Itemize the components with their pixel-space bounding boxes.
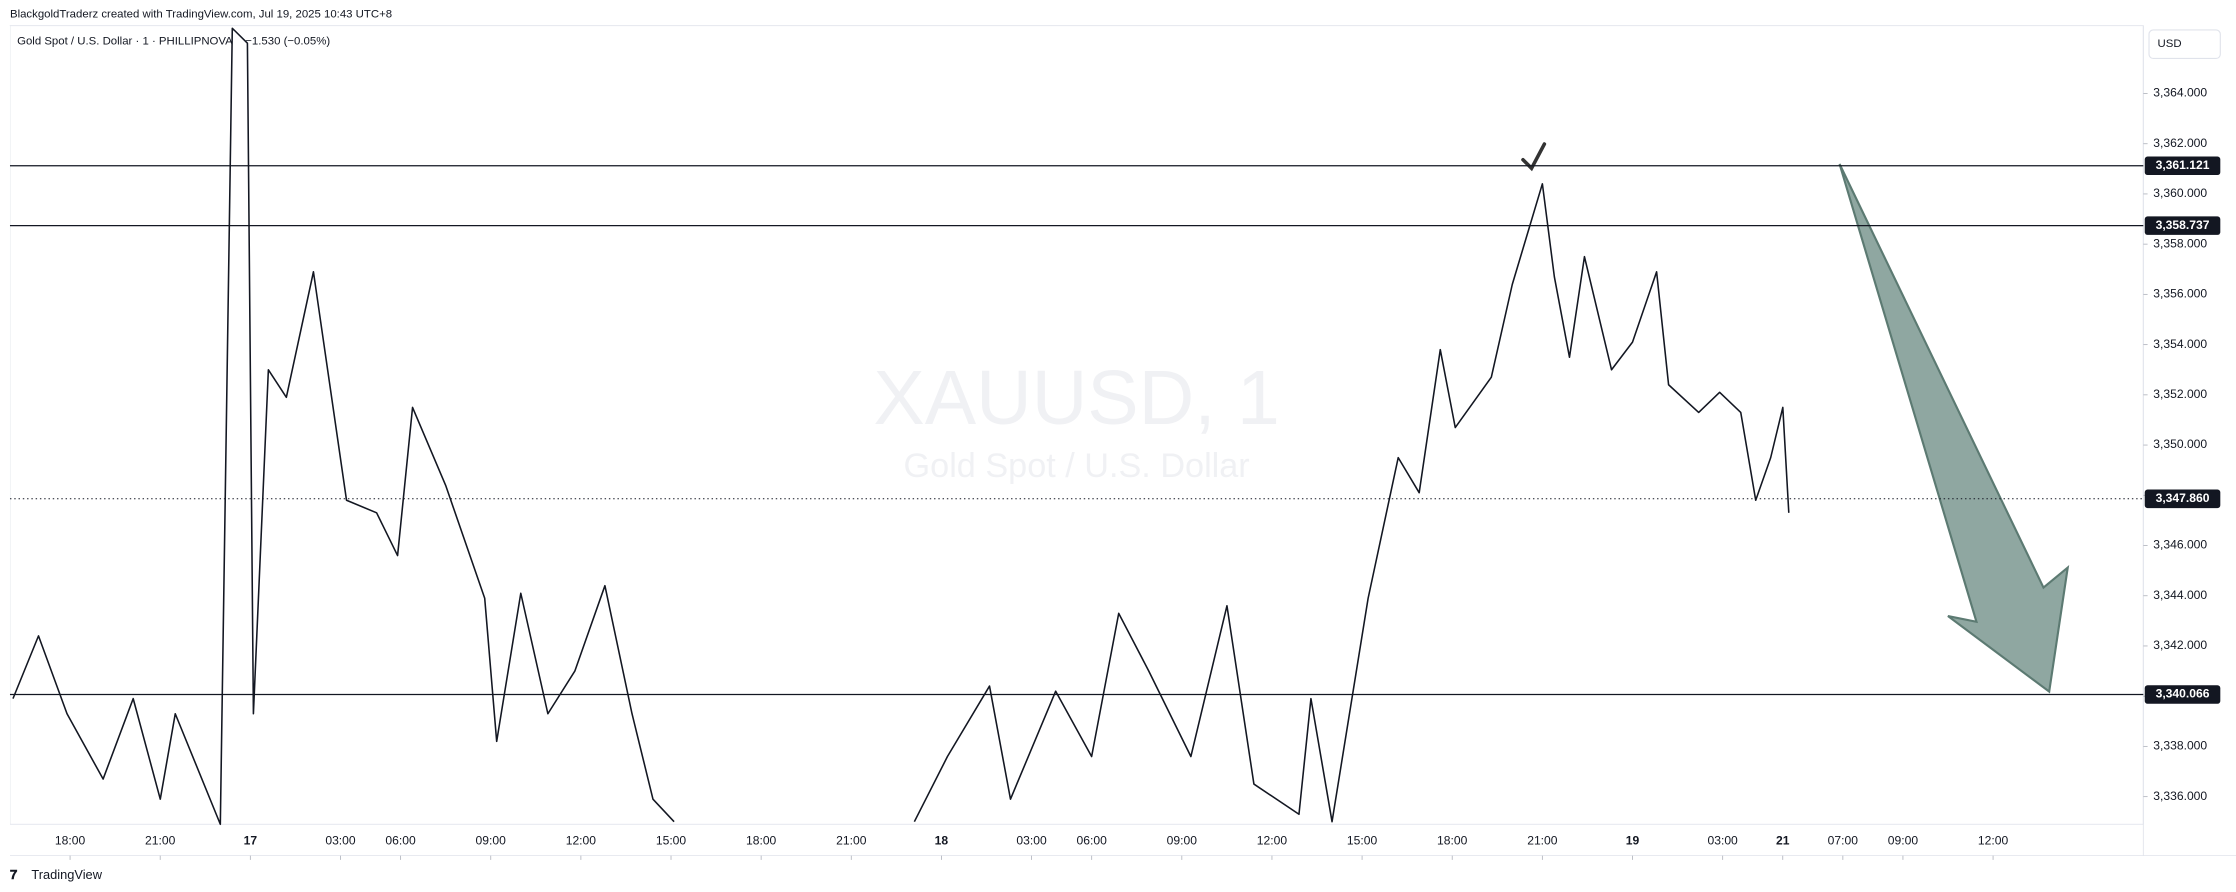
x-tick-label: 15:00 <box>656 834 687 848</box>
y-tick-label: 3,342.000 <box>2153 638 2207 652</box>
x-tick-label: 18 <box>935 834 949 848</box>
x-tick-label: 03:00 <box>1707 834 1738 848</box>
x-tick-label: 21 <box>1776 834 1790 848</box>
brand-logo: 𝟕 <box>10 867 18 882</box>
last-price-box <box>2144 489 2221 509</box>
symbol-title: Gold Spot / U.S. Dollar · 1 · PHILLIPNOV… <box>17 35 233 47</box>
y-tick-label: 3,356.000 <box>2153 287 2207 301</box>
x-tick-label: 18:00 <box>55 834 86 848</box>
credit: BlackgoldTraderz created with TradingVie… <box>10 8 392 20</box>
x-tick-label: 15:00 <box>1347 834 1378 848</box>
x-tick-label: 19 <box>1626 834 1640 848</box>
level-label-box <box>2144 156 2221 176</box>
y-tick-label: 3,360.000 <box>2153 186 2207 200</box>
y-tick-label: 3,358.000 <box>2153 236 2207 250</box>
level-label-box <box>2144 685 2221 704</box>
x-tick-label: 03:00 <box>325 834 356 848</box>
x-tick-label: 18:00 <box>1437 834 1468 848</box>
x-tick-label: 12:00 <box>1257 834 1288 848</box>
y-tick-label: 3,346.000 <box>2153 538 2207 552</box>
y-tick-label: 3,362.000 <box>2153 136 2207 150</box>
marks <box>12 27 1790 826</box>
level-label-box <box>2144 216 2221 235</box>
x-tick-label: 17 <box>244 834 258 848</box>
level-label: 3,358.737 <box>2156 218 2210 232</box>
price-change: −1.530 (−0.05%) <box>245 35 330 47</box>
x-tick-label: 21:00 <box>145 834 176 848</box>
y-tick-label: 3,344.000 <box>2153 588 2207 602</box>
y-tick-label: 3,350.000 <box>2153 437 2207 451</box>
x-tick-label: 09:00 <box>1888 834 1919 848</box>
down-arrow <box>1838 163 2070 694</box>
y-tick-label: 3,364.000 <box>2153 86 2207 100</box>
y-tick-label: 3,338.000 <box>2153 739 2207 753</box>
currency-box[interactable] <box>2148 29 2221 60</box>
level-label: 3,340.066 <box>2156 687 2210 701</box>
y-tick-label: 3,354.000 <box>2153 337 2207 351</box>
x-tick-label: 12:00 <box>566 834 597 848</box>
watermark-subtitle: Gold Spot / U.S. Dollar <box>904 447 1250 485</box>
check-mark <box>1521 142 1547 172</box>
watermark: XAUUSD, 1 <box>873 355 1280 441</box>
y-tick-label: 3,336.000 <box>2153 789 2207 803</box>
currency[interactable]: USD <box>2158 38 2182 50</box>
x-tick-label: 07:00 <box>1828 834 1859 848</box>
level-label: 3,361.121 <box>2156 158 2210 172</box>
x-tick-label: 06:00 <box>1077 834 1108 848</box>
x-tick-label: 12:00 <box>1978 834 2009 848</box>
x-tick-label: 18:00 <box>746 834 777 848</box>
x-tick-label: 09:00 <box>1167 834 1198 848</box>
brand: TradingView <box>31 867 102 882</box>
x-tick-label: 21:00 <box>836 834 867 848</box>
x-tick-label: 09:00 <box>476 834 507 848</box>
x-tick-label: 06:00 <box>385 834 416 848</box>
x-tick-label: 21:00 <box>1527 834 1558 848</box>
price-line <box>12 27 1790 826</box>
left-margin <box>0 25 10 856</box>
y-tick-label: 3,352.000 <box>2153 387 2207 401</box>
x-tick-label: 03:00 <box>1016 834 1047 848</box>
last-price-label: 3,347.860 <box>2156 491 2210 505</box>
